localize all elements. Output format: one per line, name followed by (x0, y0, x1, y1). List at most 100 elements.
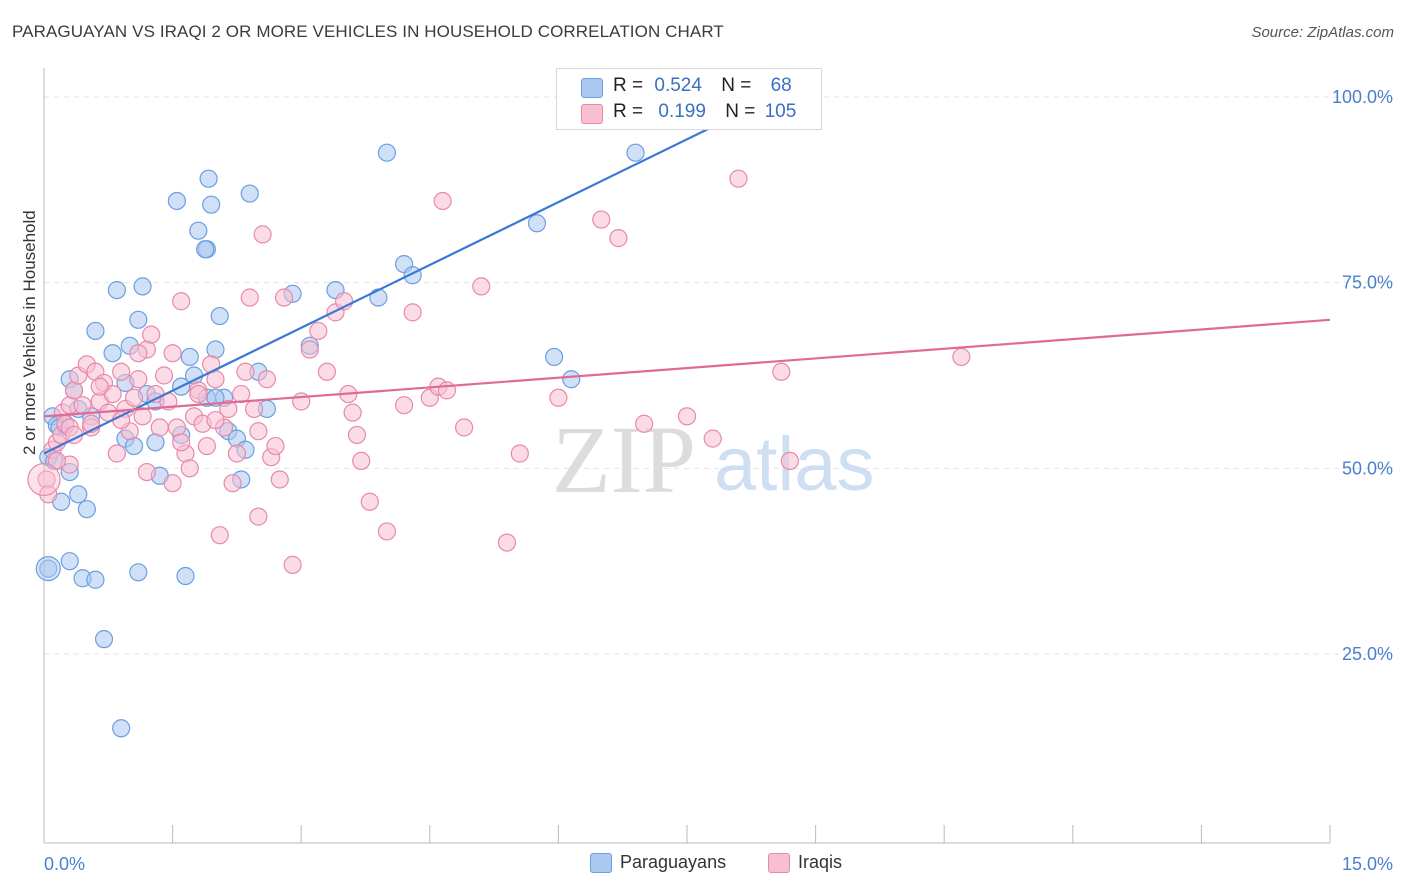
data-point (86, 570, 105, 589)
data-point (112, 362, 131, 381)
data-point (206, 410, 225, 430)
data-point (266, 436, 285, 456)
data-point (352, 451, 371, 471)
data-point (703, 429, 722, 448)
data-point (249, 507, 268, 526)
r-value: 0.199 (658, 101, 706, 122)
data-point (772, 362, 791, 381)
watermark-zip: ZIP (552, 406, 696, 513)
data-point (196, 240, 215, 259)
data-point (202, 195, 221, 214)
data-point (592, 210, 611, 229)
data-point (129, 310, 148, 329)
trend-line (43, 125, 714, 455)
data-point (124, 388, 144, 407)
data-point (167, 191, 186, 211)
data-point (236, 362, 255, 381)
legend-swatch-paraguayans (590, 853, 612, 873)
y-axis-label: 2 or more Vehicles in Household (20, 210, 39, 455)
data-point (163, 474, 182, 493)
data-point (189, 221, 208, 240)
data-point (343, 403, 362, 422)
data-point (377, 143, 397, 162)
data-point (219, 399, 238, 419)
data-point (317, 362, 337, 381)
data-point (609, 229, 628, 248)
data-point (257, 370, 277, 389)
data-point (433, 191, 452, 211)
data-point (77, 500, 96, 519)
data-point (677, 407, 697, 426)
source-label: Source: ZipAtlas.com (1251, 24, 1394, 41)
y-tick-label: 75.0% (1342, 273, 1393, 293)
data-point (249, 422, 268, 441)
data-point (210, 526, 229, 545)
data-point (69, 485, 88, 504)
data-point (210, 306, 229, 326)
n-label: N = (721, 75, 752, 96)
data-point (107, 444, 126, 463)
r-value: 0.524 (654, 75, 702, 96)
y-tick-label: 100.0% (1332, 87, 1393, 107)
data-point (129, 370, 148, 389)
data-point (180, 347, 199, 367)
data-point (154, 366, 174, 385)
data-point (545, 347, 564, 367)
x-tick-label: 0.0% (44, 854, 85, 874)
y-tick-label: 50.0% (1342, 458, 1393, 478)
data-point (199, 169, 218, 188)
data-point (403, 303, 422, 322)
r-label: R = (613, 101, 644, 122)
data-point (172, 433, 191, 452)
data-point (27, 462, 61, 497)
watermark: ZIPatlas (552, 406, 875, 513)
data-point (163, 344, 182, 363)
data-point (437, 381, 457, 400)
legend-swatch-paraguayans (581, 78, 603, 98)
data-point (112, 719, 131, 738)
data-point (94, 630, 114, 649)
legend-swatch-iraqis (581, 104, 603, 124)
data-point (35, 555, 61, 582)
data-point (780, 451, 799, 471)
legend-swatch-iraqis (768, 853, 790, 873)
data-point (497, 533, 517, 552)
data-point (472, 277, 491, 296)
chart-title: PARAGUAYAN VS IRAQI 2 OR MORE VEHICLES I… (12, 22, 724, 41)
data-point (244, 399, 264, 419)
legend-label: Paraguayans (620, 852, 727, 872)
data-point (240, 288, 259, 307)
data-point (952, 347, 971, 367)
data-point (510, 444, 529, 463)
data-point (103, 344, 122, 363)
data-point (176, 566, 195, 586)
data-point (133, 277, 152, 296)
data-point (172, 292, 191, 311)
data-point (270, 470, 289, 489)
data-point (377, 522, 397, 541)
data-point (223, 474, 242, 493)
legend-stats: R = 0.524 N = 68 R = 0.199 N = 105 (556, 68, 822, 130)
data-point (86, 321, 105, 341)
n-value: 105 (764, 101, 797, 122)
data-point (129, 563, 148, 582)
data-point (309, 321, 328, 341)
r-label: R = (613, 75, 644, 96)
data-point (142, 325, 161, 344)
data-point (549, 388, 568, 407)
data-point (206, 388, 225, 407)
data-point (394, 396, 414, 415)
y-tick-labels: 25.0% 50.0% 75.0% 100.0% (1332, 87, 1393, 664)
data-point (240, 184, 259, 203)
data-point (150, 418, 169, 437)
data-point (360, 492, 379, 511)
data-point (274, 288, 294, 307)
x-tick-labels: 0.0% 15.0% (44, 854, 1393, 874)
n-value: 68 (770, 75, 792, 96)
data-point (189, 384, 208, 404)
data-point (454, 418, 474, 437)
data-point (527, 214, 547, 233)
data-point (227, 444, 246, 463)
n-label: N = (725, 101, 756, 122)
